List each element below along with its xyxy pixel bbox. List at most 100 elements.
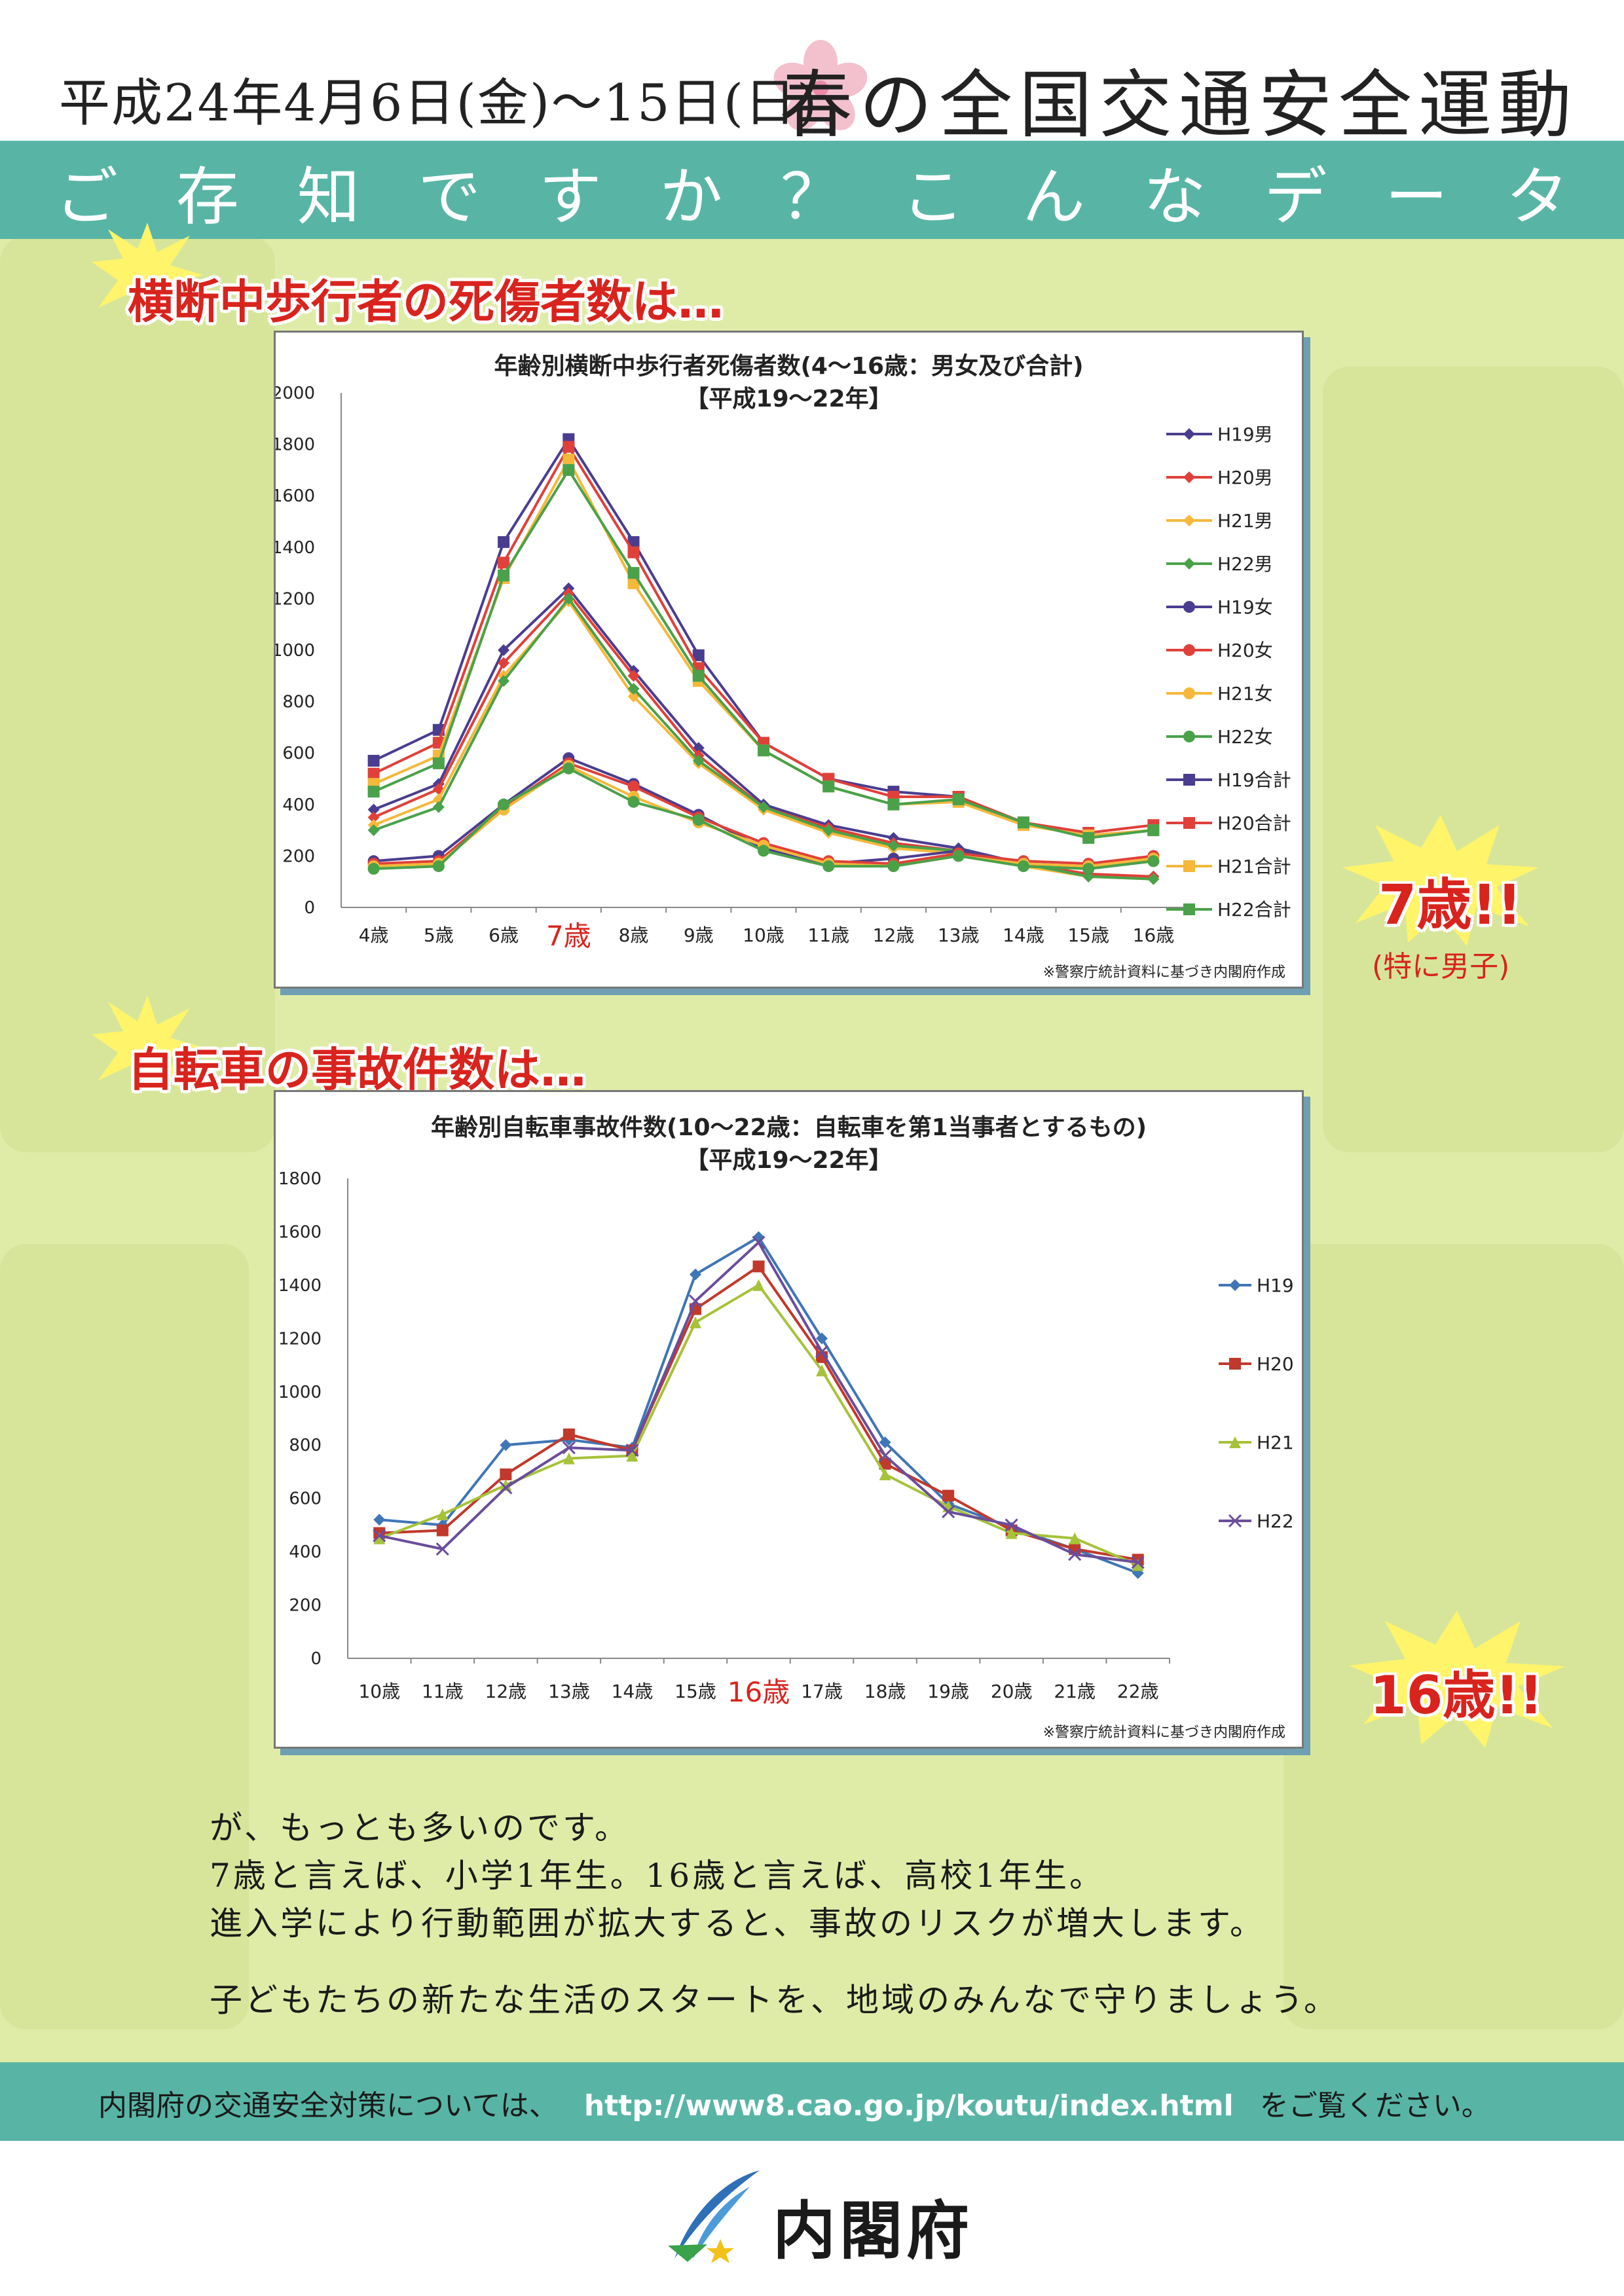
data-point [887, 860, 900, 873]
legend-label: H22合計 [1217, 899, 1291, 920]
callout-age-7: 7歳!! [1378, 873, 1522, 937]
data-point [942, 1504, 955, 1519]
footer-prefix: 内閣府の交通安全対策については、 [98, 2089, 558, 2123]
data-point [1017, 860, 1029, 873]
y-tick-label: 1800 [276, 435, 315, 455]
body-text-line: 進入学により行動範囲が拡大すると、事故のリスクが増大します。 [210, 1904, 1265, 1942]
callout-note: (特に男子) [1372, 950, 1510, 983]
data-point [563, 762, 575, 774]
campaign-title: 春の全国交通安全運動 [779, 63, 1578, 148]
data-point [689, 1268, 701, 1281]
body-text-line: 7歳と言えば、小学1年生。16歳と言えば、高校1年生。 [210, 1857, 1105, 1895]
y-tick-label: 1600 [276, 486, 315, 506]
starburst-icon [1349, 1611, 1565, 1748]
data-point [367, 754, 380, 767]
section-heading-bicycle: 自転車の事故件数は… [128, 1043, 586, 1097]
x-tick-label: 4歳 [359, 924, 389, 946]
data-point [373, 1514, 386, 1526]
y-tick-label: 2000 [276, 384, 315, 403]
data-point [822, 860, 835, 873]
series-line [379, 1264, 1139, 1561]
data-point [627, 780, 640, 793]
legend-marker [1183, 558, 1195, 570]
x-tick-label: 16歳 [1133, 924, 1175, 946]
x-tick-label: 7歳 [546, 920, 591, 952]
x-tick-label: 22歳 [1117, 1681, 1159, 1702]
data-point [432, 801, 445, 813]
data-point [689, 1316, 701, 1328]
x-tick-label: 13歳 [938, 924, 980, 946]
band-subtitle-char: 知 [297, 160, 360, 234]
legend-marker [1183, 515, 1195, 526]
data-point [1005, 1518, 1018, 1532]
y-tick-label: 1200 [276, 589, 315, 609]
x-tick-label: 12歳 [873, 924, 915, 946]
legend-marker [1183, 731, 1195, 742]
data-point [498, 536, 510, 548]
legend-label: H19合計 [1217, 769, 1291, 791]
data-point [952, 850, 965, 862]
chart-source-note: ※警察庁統計資料に基づき内閣府作成 [1043, 964, 1285, 981]
bicycle-accidents-chart: 年齢別自転車事故件数(10～22歳：自転車を第1当事者とするもの) 【平成19～… [274, 1090, 1304, 1749]
legend-marker [1183, 428, 1195, 440]
legend-label: H20女 [1217, 640, 1273, 661]
data-point [627, 546, 640, 558]
y-tick-label: 600 [289, 1489, 322, 1509]
data-point [752, 1279, 765, 1291]
data-point [627, 682, 640, 695]
section-heading-pedestrian: 横断中歩行者の死傷者数は… [128, 275, 724, 329]
band-subtitle-char: す [538, 160, 602, 234]
data-point [625, 1444, 639, 1457]
band-subtitle: ご存知ですか ？ こんなデータ [0, 145, 1624, 237]
data-point [822, 780, 835, 793]
x-tick-label: 10歳 [743, 924, 784, 946]
body-text-line: 子どもたちの新たな生活のスタートを、地域のみんなで守りましょう。 [210, 1981, 1339, 2019]
data-point [879, 1457, 891, 1470]
series-line [373, 444, 1154, 835]
y-tick-label: 1000 [278, 1383, 322, 1402]
data-point [952, 793, 965, 805]
y-tick-label: 800 [289, 1436, 322, 1455]
data-point [1082, 831, 1095, 844]
legend-label: H21女 [1217, 683, 1273, 704]
series-line [373, 591, 1154, 878]
data-point [432, 783, 445, 795]
data-point [498, 556, 510, 569]
starburst-icon [92, 223, 203, 321]
data-point [1132, 1559, 1144, 1571]
data-point [752, 1235, 766, 1249]
data-point [367, 811, 380, 824]
x-tick-label: 18歳 [864, 1681, 906, 1702]
band-subtitle-char: な [1143, 160, 1206, 234]
data-point [822, 824, 835, 837]
data-point [1017, 816, 1029, 829]
data-point [1082, 863, 1095, 875]
y-tick-label: 200 [282, 847, 315, 866]
band-subtitle-char: こ [901, 160, 965, 234]
background-decoration [0, 236, 275, 1152]
series-line [373, 456, 1154, 837]
data-point [373, 1529, 386, 1542]
series-line [373, 586, 1154, 878]
footer-suffix: をご覧ください。 [1259, 2089, 1490, 2123]
band-subtitle-char: ん [1022, 160, 1086, 234]
data-point [816, 1364, 828, 1377]
chart-source-note: ※警察庁統計資料に基づき内閣府作成 [1043, 1724, 1285, 1741]
data-point [692, 754, 705, 767]
data-point [879, 1436, 891, 1449]
x-tick-label: 16歳 [728, 1676, 790, 1708]
data-point [432, 757, 445, 769]
x-tick-label: 15歳 [1067, 924, 1109, 946]
footer-url-link[interactable]: http://www8.cao.go.jp/koutu/index.html [583, 2089, 1234, 2123]
data-point [563, 454, 575, 466]
legend-label: H20男 [1217, 467, 1273, 488]
data-point [563, 1452, 575, 1465]
band-subtitle-char: 存 [175, 160, 239, 234]
data-point [758, 801, 769, 813]
legend-marker [1228, 1514, 1242, 1528]
legend-label: H21男 [1217, 510, 1273, 532]
x-tick-label: 8歳 [619, 924, 649, 946]
subtitle-band [0, 141, 1624, 239]
band-subtitle-char: で [418, 160, 481, 234]
chart-subtitle: 【平成19～22年】 [685, 386, 893, 412]
